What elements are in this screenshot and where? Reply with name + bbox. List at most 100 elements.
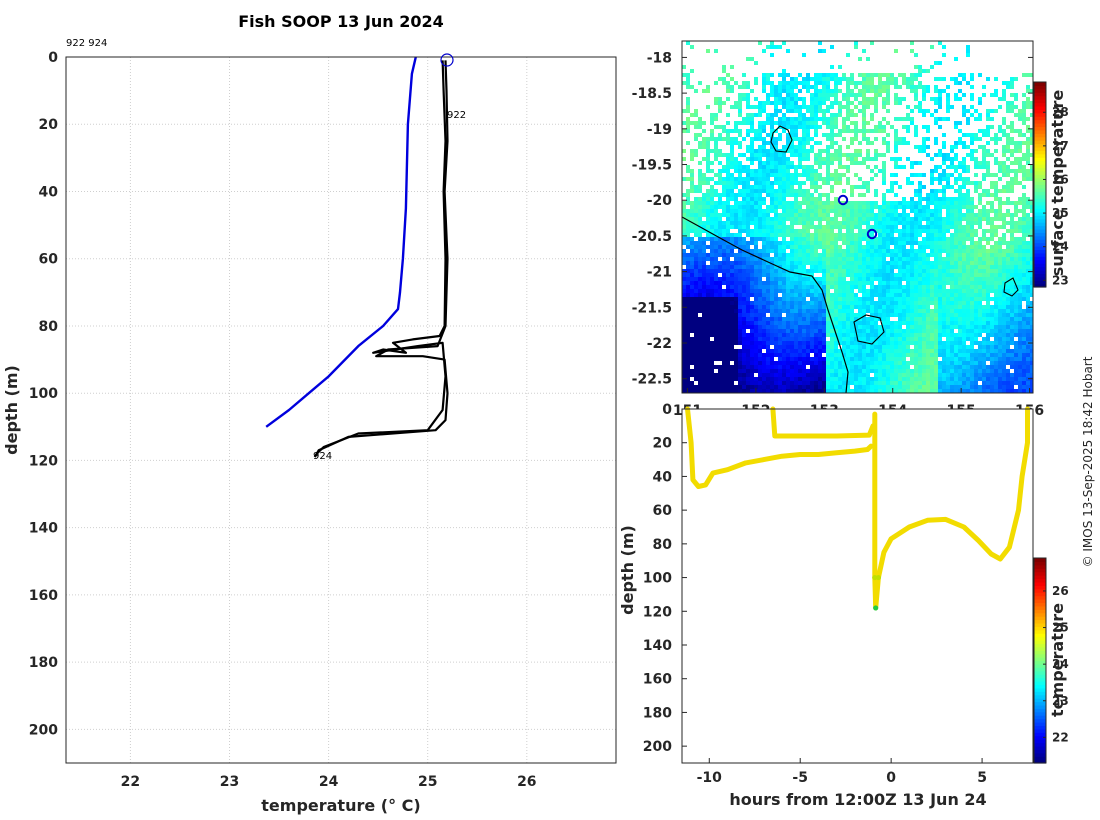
sst-cell bbox=[866, 189, 870, 193]
sst-cell bbox=[758, 157, 762, 161]
sst-cell bbox=[782, 345, 786, 349]
sst-cell bbox=[742, 285, 746, 289]
sst-cell bbox=[686, 77, 690, 81]
sst-cell bbox=[1030, 349, 1033, 353]
sst-cell bbox=[730, 261, 734, 265]
sst-cell bbox=[766, 345, 770, 349]
sst-cell bbox=[686, 281, 690, 285]
sst-cell bbox=[714, 305, 718, 309]
sst-cell bbox=[878, 225, 882, 229]
sst-cell bbox=[698, 285, 702, 289]
sst-cell bbox=[802, 269, 806, 273]
sst-cell bbox=[966, 249, 970, 253]
sst-cell bbox=[974, 261, 978, 265]
sst-cell bbox=[862, 305, 866, 309]
sst-cell bbox=[730, 181, 734, 185]
sst-cell bbox=[694, 133, 698, 137]
sst-cell bbox=[874, 241, 878, 245]
sst-cell bbox=[786, 281, 790, 285]
sst-cell bbox=[882, 337, 886, 341]
sst-cell bbox=[994, 353, 998, 357]
sst-cell bbox=[894, 205, 898, 209]
sst-cell bbox=[746, 217, 750, 221]
sst-cell bbox=[682, 213, 686, 217]
sst-cell bbox=[738, 325, 742, 329]
sst-cell bbox=[826, 89, 830, 93]
sst-cell bbox=[842, 317, 846, 321]
sst-cell bbox=[858, 249, 862, 253]
sst-cell bbox=[726, 189, 730, 193]
sst-cell bbox=[898, 301, 902, 305]
sst-cell bbox=[822, 265, 826, 269]
sst-cell bbox=[946, 253, 950, 257]
sst-cell bbox=[762, 49, 766, 53]
sst-cell bbox=[802, 85, 806, 89]
sst-cell bbox=[986, 345, 990, 349]
sst-cell bbox=[938, 41, 942, 45]
sst-cell bbox=[850, 73, 854, 77]
sst-cell bbox=[874, 277, 878, 281]
sst-cell bbox=[862, 281, 866, 285]
sst-cell bbox=[706, 329, 710, 333]
sst-cell bbox=[994, 305, 998, 309]
sst-cell bbox=[1006, 289, 1010, 293]
sst-cell bbox=[710, 149, 714, 153]
sst-cell bbox=[766, 297, 770, 301]
sst-cell bbox=[810, 85, 814, 89]
sst-cell bbox=[910, 281, 914, 285]
sst-cell bbox=[774, 325, 778, 329]
sst-cell bbox=[738, 357, 742, 361]
sst-cell bbox=[742, 97, 746, 101]
sst-cell bbox=[1022, 313, 1026, 317]
sst-cell bbox=[706, 145, 710, 149]
sst-cell bbox=[970, 265, 974, 269]
sst-cell bbox=[918, 109, 922, 113]
sst-cell bbox=[958, 221, 962, 225]
sst-cell bbox=[798, 249, 802, 253]
sst-cell bbox=[922, 85, 926, 89]
sst-cell bbox=[1030, 265, 1033, 269]
sst-cell bbox=[682, 205, 686, 209]
sst-cell bbox=[906, 269, 910, 273]
sst-cell bbox=[882, 209, 886, 213]
sst-cell bbox=[750, 269, 754, 273]
sst-cell bbox=[766, 45, 770, 49]
sst-cell bbox=[798, 173, 802, 177]
sst-cell bbox=[962, 289, 966, 293]
sst-cell bbox=[870, 293, 874, 297]
sst-cell bbox=[814, 177, 818, 181]
sst-cell bbox=[986, 149, 990, 153]
sst-cell bbox=[698, 177, 702, 181]
sst-cell bbox=[754, 265, 758, 269]
sst-cell bbox=[894, 209, 898, 213]
sst-cell bbox=[938, 265, 942, 269]
sst-cell bbox=[878, 213, 882, 217]
sst-cell bbox=[686, 201, 690, 205]
sst-cell bbox=[998, 281, 1002, 285]
sst-cell bbox=[966, 109, 970, 113]
sst-cell bbox=[750, 265, 754, 269]
sst-cell bbox=[1014, 285, 1018, 289]
sst-cell bbox=[818, 349, 822, 353]
sst-cell bbox=[694, 337, 698, 341]
sst-cell bbox=[826, 341, 830, 345]
sst-cell bbox=[1018, 301, 1022, 305]
sst-cell bbox=[734, 305, 738, 309]
sst-cell bbox=[790, 325, 794, 329]
sst-cell bbox=[862, 193, 866, 197]
sst-cell bbox=[690, 85, 694, 89]
sst-cell bbox=[950, 105, 954, 109]
sst-cell bbox=[958, 317, 962, 321]
sst-cell bbox=[1022, 241, 1026, 245]
sst-cell bbox=[798, 357, 802, 361]
sst-cell bbox=[686, 325, 690, 329]
sst-cell bbox=[862, 121, 866, 125]
sst-cell bbox=[914, 201, 918, 205]
sst-cell bbox=[954, 217, 958, 221]
sst-cell bbox=[934, 249, 938, 253]
sst-cell bbox=[810, 233, 814, 237]
sst-cell bbox=[1030, 277, 1033, 281]
sst-cell bbox=[986, 229, 990, 233]
sst-cell bbox=[878, 261, 882, 265]
sst-cell bbox=[846, 53, 850, 57]
